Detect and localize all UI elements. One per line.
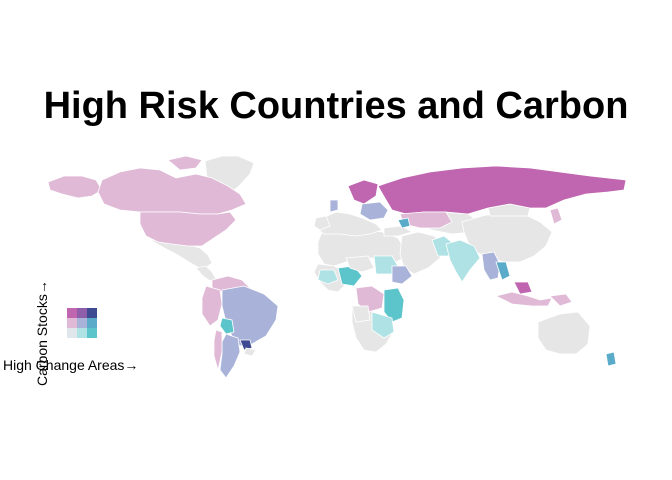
ethiopia	[391, 265, 413, 285]
borneo-sulawesi	[513, 281, 533, 295]
legend-cell-carbon1-change1	[67, 328, 77, 338]
iberia	[313, 215, 331, 231]
eastern-europe	[359, 201, 389, 221]
legend-x-text: High Change Areas	[3, 357, 125, 373]
canada	[97, 167, 247, 215]
classified-countries	[47, 155, 627, 379]
myanmar-thailand	[481, 251, 501, 281]
chad-niger	[345, 255, 375, 273]
chile	[213, 329, 223, 371]
legend-cell-carbon1-change3	[87, 328, 97, 338]
legend-cell-carbon2-change3	[87, 318, 97, 328]
legend-cell-carbon1-change2	[77, 328, 87, 338]
europe	[315, 211, 383, 237]
legend-cell-carbon3-change2	[77, 308, 87, 318]
alaska	[47, 175, 103, 199]
drc	[355, 285, 385, 313]
legend-y-label: Carbon Stocks→	[34, 280, 50, 386]
legend-x-label: High Change Areas→	[3, 357, 138, 373]
papua	[549, 293, 573, 307]
australia	[537, 311, 591, 355]
uruguay	[243, 347, 257, 357]
west-africa-coast	[317, 269, 339, 285]
legend-cell-carbon2-change1	[67, 318, 77, 328]
legend-cell-carbon2-change2	[77, 318, 87, 328]
east-africa	[383, 287, 405, 323]
canada-arctic	[167, 155, 203, 171]
scandinavia	[347, 179, 379, 205]
angola	[351, 305, 371, 323]
mozambique-zambia	[371, 311, 395, 339]
paraguay	[239, 339, 253, 351]
colombia-peru	[201, 285, 223, 327]
north-korea-japan	[549, 207, 563, 225]
uk	[329, 199, 339, 213]
legend-x-arrow: →	[124, 357, 139, 373]
new-zealand	[605, 351, 617, 367]
caucasus	[397, 217, 411, 229]
indochina	[495, 261, 511, 281]
legend-cell-carbon3-change3	[87, 308, 97, 318]
legend-cell-carbon3-change1	[67, 308, 77, 318]
turkey	[383, 225, 413, 237]
map-title: High Risk Countries and Carbon	[43, 85, 629, 127]
bolivia	[219, 317, 235, 335]
legend-y-text: Carbon Stocks	[34, 294, 50, 386]
usa	[139, 211, 237, 247]
legend-y-arrow: →	[34, 280, 50, 295]
india	[445, 239, 481, 283]
